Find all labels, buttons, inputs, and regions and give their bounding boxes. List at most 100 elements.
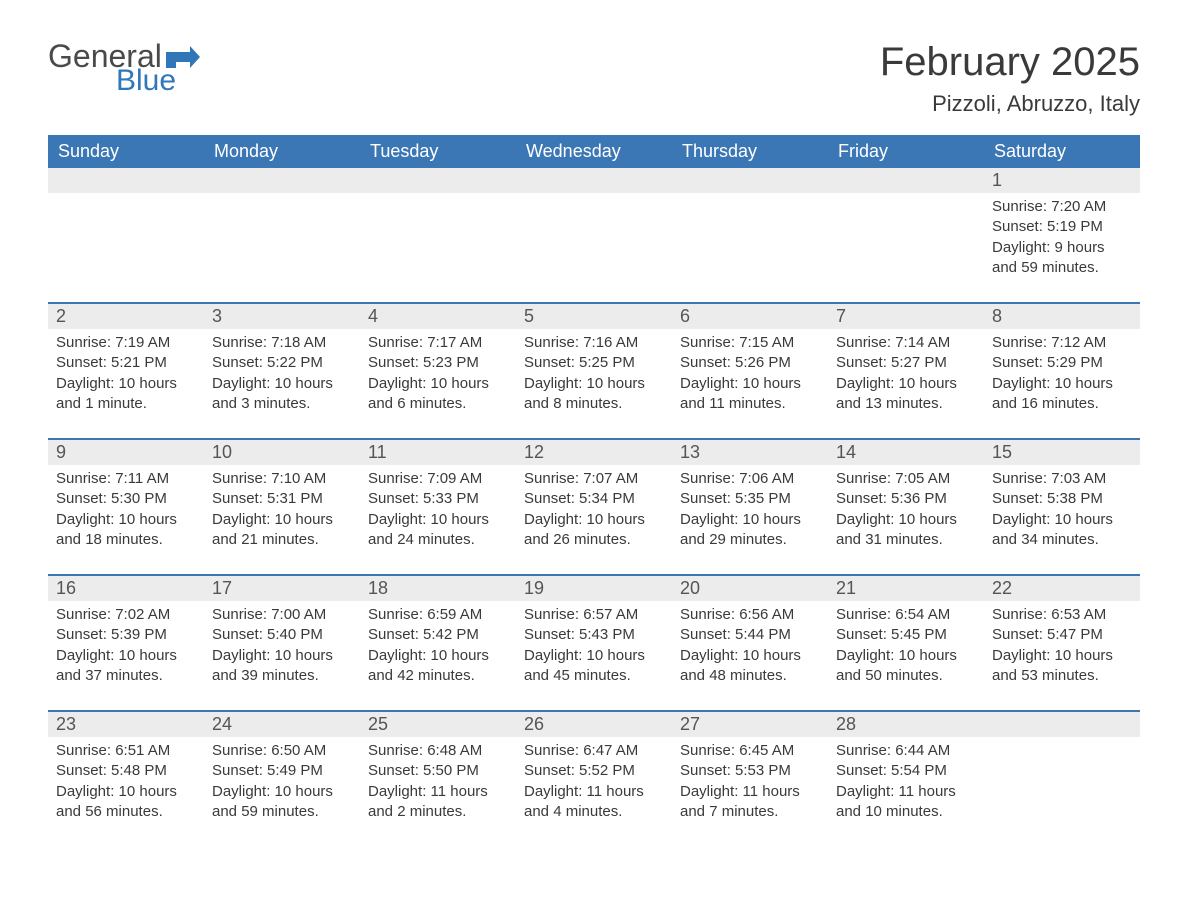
day-body: Sunrise: 6:47 AMSunset: 5:52 PMDaylight:… (516, 737, 672, 828)
daynum-strip: 28 (828, 712, 984, 737)
sunrise-text: Sunrise: 7:09 AM (368, 469, 508, 489)
day-body: Sunrise: 6:48 AMSunset: 5:50 PMDaylight:… (360, 737, 516, 828)
calendar-cell: 6Sunrise: 7:15 AMSunset: 5:26 PMDaylight… (672, 304, 828, 420)
calendar-cell: 5Sunrise: 7:16 AMSunset: 5:25 PMDaylight… (516, 304, 672, 420)
day-number: 14 (828, 440, 984, 465)
sunset-text: Sunset: 5:47 PM (992, 625, 1132, 645)
sunset-text: Sunset: 5:50 PM (368, 761, 508, 781)
calendar-cell (828, 168, 984, 284)
daynum-strip: 21 (828, 576, 984, 601)
daylight1-text: Daylight: 10 hours (56, 510, 196, 530)
calendar-cell: 20Sunrise: 6:56 AMSunset: 5:44 PMDayligh… (672, 576, 828, 692)
daylight1-text: Daylight: 10 hours (368, 510, 508, 530)
day-body: Sunrise: 7:05 AMSunset: 5:36 PMDaylight:… (828, 465, 984, 556)
calendar-cell (48, 168, 204, 284)
dow-friday: Friday (828, 135, 984, 168)
daylight1-text: Daylight: 10 hours (212, 510, 352, 530)
daylight2-text: and 37 minutes. (56, 666, 196, 686)
logo-text-blue: Blue (116, 66, 200, 96)
sunrise-text: Sunrise: 7:00 AM (212, 605, 352, 625)
day-body: Sunrise: 6:45 AMSunset: 5:53 PMDaylight:… (672, 737, 828, 828)
day-body: Sunrise: 7:17 AMSunset: 5:23 PMDaylight:… (360, 329, 516, 420)
week-row: 23Sunrise: 6:51 AMSunset: 5:48 PMDayligh… (48, 710, 1140, 828)
sunrise-text: Sunrise: 7:03 AM (992, 469, 1132, 489)
calendar-cell: 2Sunrise: 7:19 AMSunset: 5:21 PMDaylight… (48, 304, 204, 420)
daylight1-text: Daylight: 10 hours (368, 646, 508, 666)
day-number (984, 712, 1140, 737)
sunset-text: Sunset: 5:38 PM (992, 489, 1132, 509)
calendar-cell: 28Sunrise: 6:44 AMSunset: 5:54 PMDayligh… (828, 712, 984, 828)
dow-tuesday: Tuesday (360, 135, 516, 168)
daylight2-text: and 8 minutes. (524, 394, 664, 414)
day-number: 2 (48, 304, 204, 329)
day-number (672, 168, 828, 193)
sunrise-text: Sunrise: 7:18 AM (212, 333, 352, 353)
daylight1-text: Daylight: 10 hours (992, 510, 1132, 530)
daynum-strip: 11 (360, 440, 516, 465)
calendar-cell: 4Sunrise: 7:17 AMSunset: 5:23 PMDaylight… (360, 304, 516, 420)
sunrise-text: Sunrise: 7:02 AM (56, 605, 196, 625)
day-body: Sunrise: 6:57 AMSunset: 5:43 PMDaylight:… (516, 601, 672, 692)
day-number: 10 (204, 440, 360, 465)
sunset-text: Sunset: 5:45 PM (836, 625, 976, 645)
daynum-strip: 6 (672, 304, 828, 329)
day-number: 22 (984, 576, 1140, 601)
day-body: Sunrise: 7:06 AMSunset: 5:35 PMDaylight:… (672, 465, 828, 556)
sunset-text: Sunset: 5:53 PM (680, 761, 820, 781)
sunset-text: Sunset: 5:26 PM (680, 353, 820, 373)
calendar-cell: 8Sunrise: 7:12 AMSunset: 5:29 PMDaylight… (984, 304, 1140, 420)
sunset-text: Sunset: 5:29 PM (992, 353, 1132, 373)
sunset-text: Sunset: 5:27 PM (836, 353, 976, 373)
daynum-strip: 15 (984, 440, 1140, 465)
sunrise-text: Sunrise: 7:11 AM (56, 469, 196, 489)
calendar-cell (204, 168, 360, 284)
calendar-cell (984, 712, 1140, 828)
calendar-cell: 26Sunrise: 6:47 AMSunset: 5:52 PMDayligh… (516, 712, 672, 828)
daylight2-text: and 39 minutes. (212, 666, 352, 686)
week-row: 1Sunrise: 7:20 AMSunset: 5:19 PMDaylight… (48, 168, 1140, 284)
sunset-text: Sunset: 5:25 PM (524, 353, 664, 373)
day-number: 12 (516, 440, 672, 465)
daylight2-text: and 48 minutes. (680, 666, 820, 686)
daynum-strip: 8 (984, 304, 1140, 329)
daynum-strip: 7 (828, 304, 984, 329)
day-body: Sunrise: 7:00 AMSunset: 5:40 PMDaylight:… (204, 601, 360, 692)
daylight2-text: and 4 minutes. (524, 802, 664, 822)
day-body: Sunrise: 7:19 AMSunset: 5:21 PMDaylight:… (48, 329, 204, 420)
day-body: Sunrise: 7:14 AMSunset: 5:27 PMDaylight:… (828, 329, 984, 420)
day-body (672, 193, 828, 273)
sunrise-text: Sunrise: 7:05 AM (836, 469, 976, 489)
calendar-cell (360, 168, 516, 284)
sunset-text: Sunset: 5:40 PM (212, 625, 352, 645)
sunrise-text: Sunrise: 7:07 AM (524, 469, 664, 489)
day-body: Sunrise: 7:10 AMSunset: 5:31 PMDaylight:… (204, 465, 360, 556)
daynum-strip: 25 (360, 712, 516, 737)
days-of-week-row: Sunday Monday Tuesday Wednesday Thursday… (48, 135, 1140, 168)
daynum-strip (672, 168, 828, 193)
week-row: 9Sunrise: 7:11 AMSunset: 5:30 PMDaylight… (48, 438, 1140, 556)
daylight2-text: and 7 minutes. (680, 802, 820, 822)
location: Pizzoli, Abruzzo, Italy (880, 91, 1140, 117)
calendar-cell: 15 Sunrise: 7:03 AMSunset: 5:38 PMDayligh… (984, 440, 1140, 556)
sunset-text: Sunset: 5:36 PM (836, 489, 976, 509)
daynum-strip: 27 (672, 712, 828, 737)
daylight2-text: and 53 minutes. (992, 666, 1132, 686)
title-block: February 2025 Pizzoli, Abruzzo, Italy (880, 40, 1140, 117)
daylight1-text: Daylight: 10 hours (836, 646, 976, 666)
day-body (516, 193, 672, 273)
daylight1-text: Daylight: 10 hours (212, 782, 352, 802)
sunrise-text: Sunrise: 6:45 AM (680, 741, 820, 761)
dow-sunday: Sunday (48, 135, 204, 168)
sunrise-text: Sunrise: 7:14 AM (836, 333, 976, 353)
daylight1-text: Daylight: 10 hours (56, 782, 196, 802)
sunset-text: Sunset: 5:21 PM (56, 353, 196, 373)
daylight2-text: and 2 minutes. (368, 802, 508, 822)
sunset-text: Sunset: 5:52 PM (524, 761, 664, 781)
daylight2-text: and 18 minutes. (56, 530, 196, 550)
dow-wednesday: Wednesday (516, 135, 672, 168)
calendar-cell: 7Sunrise: 7:14 AMSunset: 5:27 PMDaylight… (828, 304, 984, 420)
sunrise-text: Sunrise: 6:57 AM (524, 605, 664, 625)
day-number: 21 (828, 576, 984, 601)
daylight1-text: Daylight: 10 hours (56, 646, 196, 666)
day-number: 25 (360, 712, 516, 737)
